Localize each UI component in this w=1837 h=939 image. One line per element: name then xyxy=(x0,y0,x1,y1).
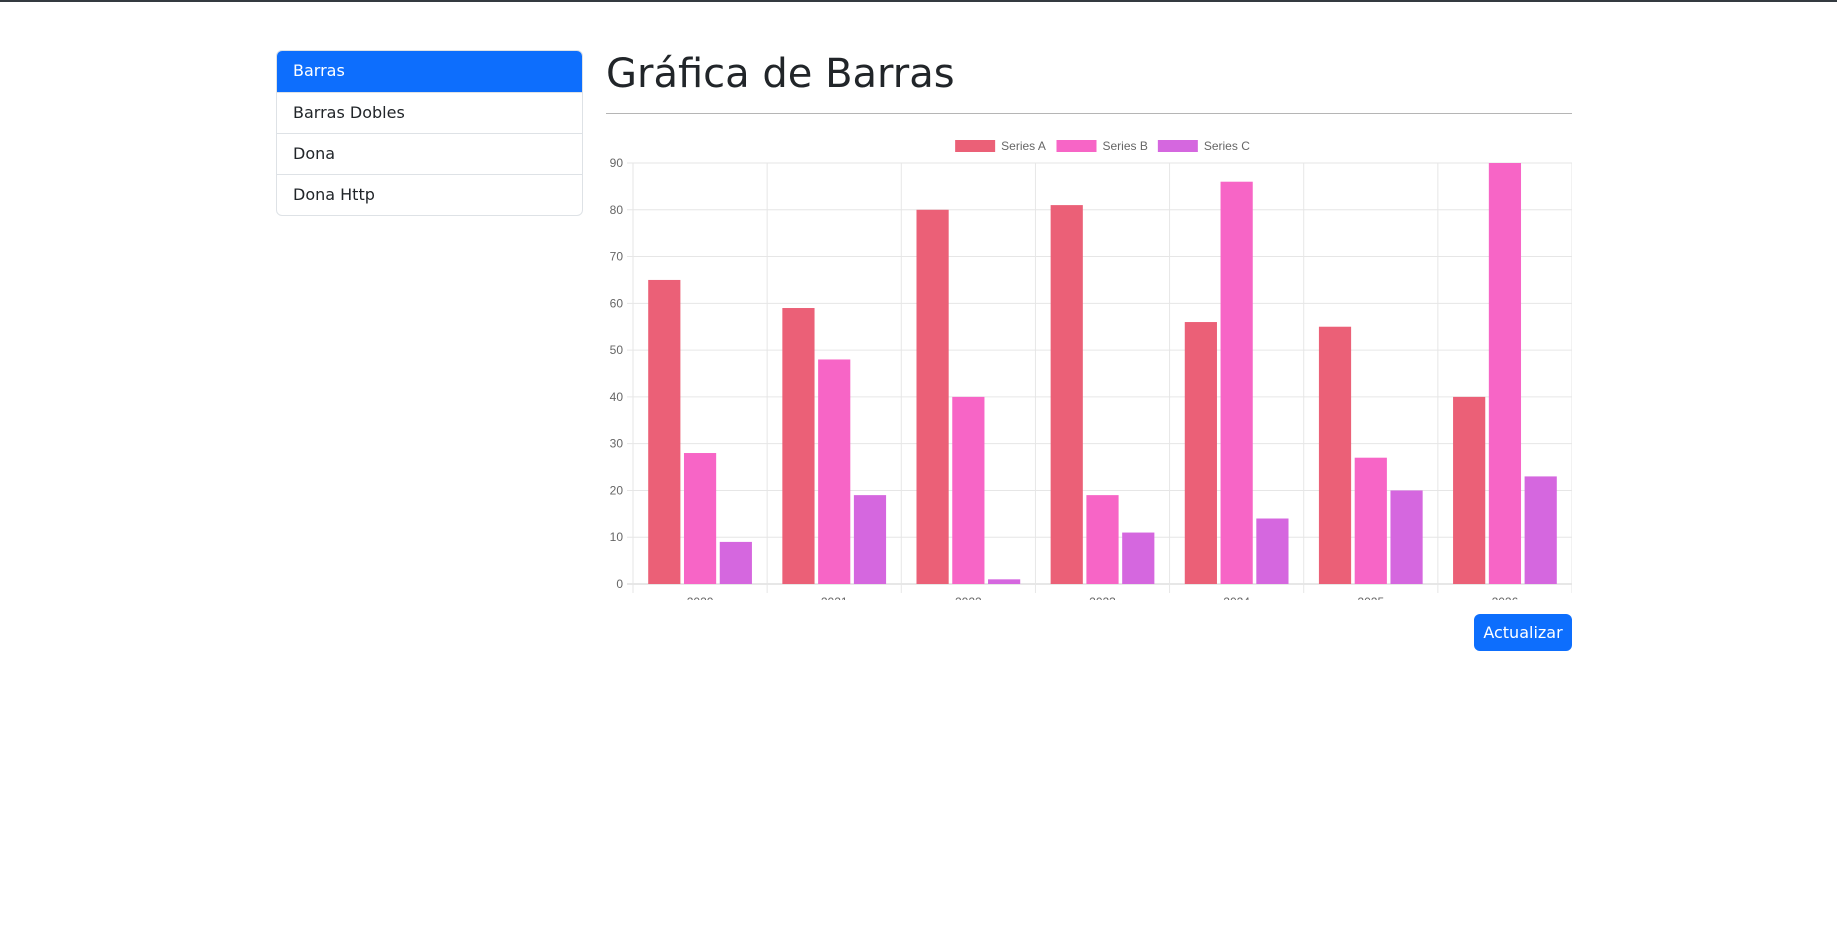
sidebar-item-barras[interactable]: Barras xyxy=(277,51,582,92)
top-border xyxy=(0,0,1837,2)
y-tick-label: 20 xyxy=(610,483,624,497)
legend-label: Series B xyxy=(1102,139,1147,153)
bar-series-b xyxy=(952,396,985,584)
bar-series-b xyxy=(1488,163,1522,584)
x-tick-label: 2026 xyxy=(1492,595,1519,600)
legend-label: Series C xyxy=(1204,139,1250,153)
bar-series-c xyxy=(853,495,887,584)
update-button[interactable]: Actualizar xyxy=(1474,614,1572,651)
y-tick-label: 70 xyxy=(610,250,624,264)
legend-swatch xyxy=(1157,140,1198,152)
bar-series-a xyxy=(916,209,949,584)
bar-series-a xyxy=(648,279,681,584)
y-tick-label: 0 xyxy=(616,577,623,591)
x-tick-label: 2022 xyxy=(955,595,982,600)
sidebar-item-dona-http[interactable]: Dona Http xyxy=(277,174,582,215)
x-tick-label: 2025 xyxy=(1357,595,1384,600)
bar-series-a xyxy=(1184,322,1217,584)
y-tick-label: 30 xyxy=(610,437,624,451)
y-tick-label: 60 xyxy=(610,296,624,310)
y-tick-label: 50 xyxy=(610,343,624,357)
y-tick-label: 10 xyxy=(610,530,624,544)
bar-series-a xyxy=(782,308,815,584)
bar-series-a xyxy=(1318,326,1352,584)
bar-series-c xyxy=(1524,476,1557,584)
sidebar-item-dona[interactable]: Dona xyxy=(277,133,582,174)
bar-series-b xyxy=(1086,495,1119,584)
bar-series-b xyxy=(818,359,851,584)
sidebar-item-barras-dobles[interactable]: Barras Dobles xyxy=(277,92,582,133)
bar-series-b xyxy=(683,453,717,584)
bar-series-c xyxy=(988,579,1021,584)
sidebar-item-label: Barras Dobles xyxy=(293,103,405,122)
x-tick-label: 2023 xyxy=(1089,595,1116,600)
bar-series-c xyxy=(719,541,752,584)
sidebar-nav: Barras Barras Dobles Dona Dona Http xyxy=(276,50,583,216)
page-title: Gráfica de Barras xyxy=(606,51,955,97)
sidebar-item-label: Dona Http xyxy=(293,185,375,204)
x-tick-label: 2024 xyxy=(1223,595,1250,600)
bar-series-b xyxy=(1220,181,1253,584)
bar-series-c xyxy=(1390,490,1423,584)
bar-chart: 0 10 20 30 40 50 60 70 80 90 2020 2021 2022 2023 2024 2… xyxy=(606,130,1573,609)
legend-label: Series A xyxy=(1001,139,1046,153)
bar-chart-svg: 0 10 20 30 40 50 60 70 80 90 2020 2021 2022 2023 2024 2… xyxy=(610,139,1573,609)
sidebar-item-label: Dona xyxy=(293,144,336,163)
bar-series-b xyxy=(1354,457,1387,584)
x-tick-label: 2021 xyxy=(821,595,848,600)
bar-series-a xyxy=(1050,205,1083,584)
bar-series-c xyxy=(1122,532,1155,584)
x-tick-label: 2020 xyxy=(687,595,714,600)
y-tick-label: 40 xyxy=(610,390,624,404)
sidebar-item-label: Barras xyxy=(293,61,345,80)
bar-series-c xyxy=(1256,518,1289,584)
y-tick-label: 90 xyxy=(610,156,624,170)
legend-swatch xyxy=(955,140,996,152)
bar-series-a xyxy=(1453,396,1486,584)
y-tick-label: 80 xyxy=(610,203,624,217)
legend-swatch xyxy=(1056,140,1097,152)
title-divider xyxy=(606,113,1572,114)
